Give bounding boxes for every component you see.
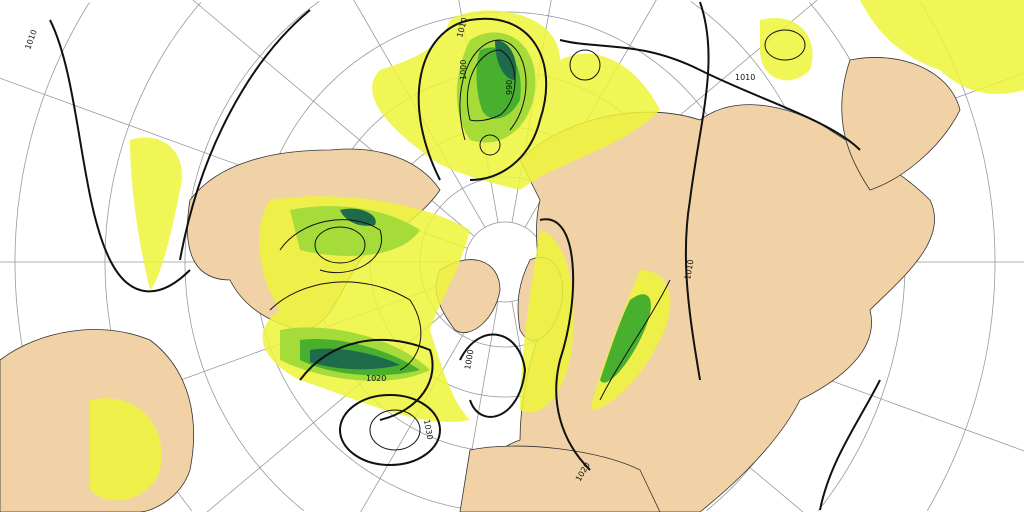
isobar	[466, 49, 516, 122]
isobar-label: 1020	[366, 374, 386, 383]
precip-light	[90, 398, 162, 501]
precip-extreme	[310, 348, 400, 370]
isobar	[539, 218, 591, 471]
isobar	[179, 9, 311, 261]
precip-heavy	[600, 294, 651, 383]
precip-extreme	[340, 208, 376, 226]
isobar	[684, 1, 710, 381]
isobar	[314, 226, 366, 264]
isobar	[299, 339, 434, 421]
isobar	[764, 29, 806, 61]
isobar-label: 1010	[23, 28, 38, 50]
isobar	[569, 49, 601, 81]
precip-light	[130, 137, 182, 290]
land-east-asia	[841, 57, 961, 191]
isobar	[417, 17, 548, 181]
isobar	[599, 279, 671, 401]
isobar	[459, 333, 527, 418]
isobars	[49, 1, 881, 511]
isobar-label: 1010	[683, 259, 695, 281]
isobar	[369, 409, 421, 451]
isobar	[269, 281, 422, 371]
isobar-label: 1010	[735, 73, 755, 82]
precipitation-shading	[90, 0, 1024, 501]
isobar	[819, 379, 881, 511]
isobar-label: 1030	[422, 419, 434, 441]
isobar	[479, 134, 501, 156]
isobar-label: 1000	[459, 60, 468, 80]
isobar	[279, 219, 383, 274]
precip-light	[860, 0, 1024, 94]
isobar-label: 1000	[463, 349, 475, 371]
isobar	[459, 39, 527, 141]
land-africa	[459, 445, 661, 512]
isobar	[339, 394, 441, 466]
isobar	[49, 19, 191, 293]
isobar	[559, 39, 861, 151]
precip-light	[760, 18, 813, 81]
precip-light	[520, 230, 574, 413]
isobar-label: 990	[505, 80, 514, 95]
